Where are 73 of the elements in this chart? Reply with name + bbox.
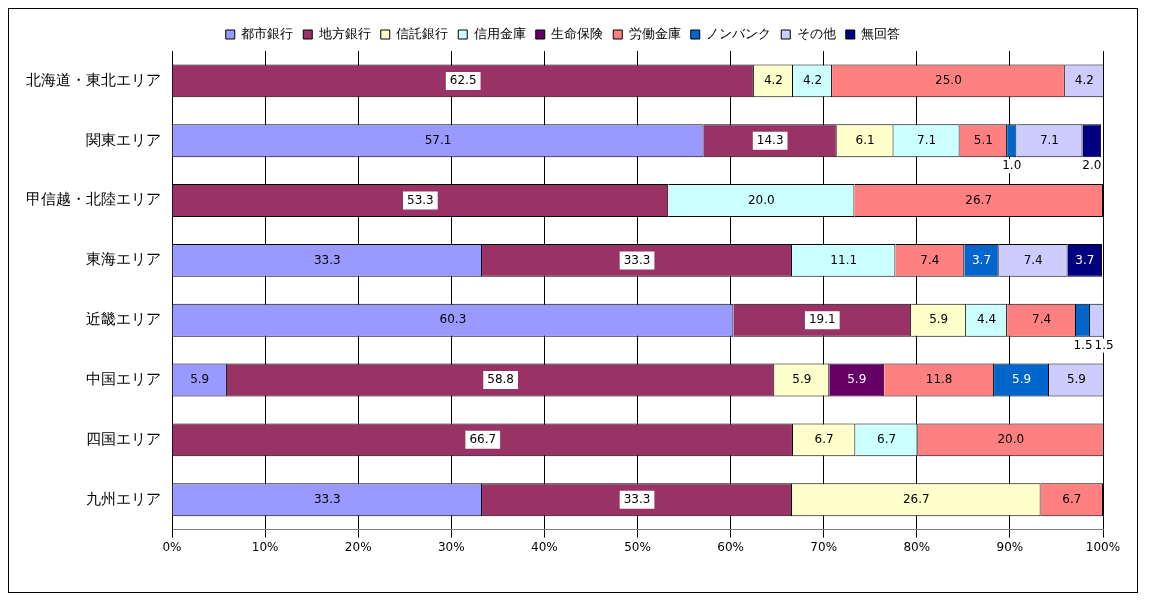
- x-tick-label: 50%: [624, 539, 651, 554]
- legend-label: 生命保険: [551, 25, 604, 41]
- data-label: 66.7: [469, 431, 497, 446]
- data-label: 5.9: [929, 312, 949, 327]
- data-label: 7.1: [917, 132, 937, 147]
- data-label: 33.3: [623, 252, 651, 267]
- x-tick-label: 40%: [531, 539, 558, 554]
- data-label: 1.5: [1094, 337, 1114, 352]
- data-label: 25.0: [935, 73, 962, 88]
- x-tick-label: 80%: [903, 539, 931, 554]
- y-tick-label: 中国エリア: [86, 369, 161, 388]
- y-tick-label: 東海エリア: [86, 250, 161, 269]
- y-tick-label: 近畿エリア: [86, 310, 161, 329]
- data-label: 7.4: [920, 252, 940, 267]
- data-label: 11.8: [925, 372, 953, 387]
- data-label: 1.5: [1073, 337, 1093, 352]
- x-tick-label: 20%: [344, 539, 372, 554]
- data-label: 5.9: [1011, 372, 1032, 387]
- data-label: 6.7: [877, 431, 897, 446]
- data-label: 62.5: [449, 73, 477, 88]
- data-label: 6.1: [855, 132, 875, 147]
- data-label: 1.0: [1002, 158, 1022, 173]
- data-label: 3.7: [1075, 252, 1095, 267]
- data-label: 20.0: [747, 192, 775, 207]
- y-tick-label: 四国エリア: [86, 429, 161, 448]
- data-label: 53.3: [407, 192, 434, 207]
- data-label: 57.1: [424, 132, 452, 147]
- y-tick-label: 北海道・東北エリア: [26, 70, 161, 89]
- data-label: 7.4: [1032, 312, 1052, 327]
- legend-label: 信託銀行: [396, 25, 449, 41]
- data-label: 4.2: [802, 73, 823, 88]
- data-label: 33.3: [313, 252, 341, 267]
- data-label: 11.1: [830, 252, 858, 267]
- legend-label: ノンバンク: [706, 25, 772, 41]
- data-label: 60.3: [439, 312, 467, 327]
- data-label: 5.1: [973, 132, 993, 147]
- x-tick-label: 10%: [251, 539, 279, 554]
- data-label: 6.7: [1062, 491, 1082, 506]
- legend-label: 地方銀行: [317, 25, 371, 41]
- data-label: 5.9: [1066, 372, 1087, 387]
- x-tick-label: 30%: [437, 539, 465, 554]
- data-label: 6.7: [814, 431, 834, 446]
- data-label: 4.2: [1074, 73, 1094, 88]
- x-tick-label: 0%: [162, 539, 182, 554]
- data-label: 5.9: [847, 372, 867, 387]
- data-label: 5.9: [792, 372, 812, 387]
- data-label: 33.3: [313, 491, 341, 506]
- y-tick-label: 甲信越・北陸エリア: [26, 190, 161, 209]
- data-label: 26.7: [902, 491, 930, 506]
- data-label: 3.7: [971, 252, 992, 267]
- data-label: 4.2: [763, 73, 783, 88]
- legend-label: その他: [796, 25, 836, 41]
- legend-label: 信用金庫: [473, 25, 526, 41]
- legend-label: 労働金庫: [628, 25, 681, 41]
- y-tick-label: 九州エリア: [86, 489, 161, 508]
- data-label: 7.4: [1023, 252, 1043, 267]
- legend-label: 無回答: [861, 25, 901, 41]
- data-label: 4.4: [977, 312, 997, 327]
- x-tick-label: 100%: [1085, 539, 1121, 554]
- legend-label: 都市銀行: [241, 25, 294, 41]
- x-tick-label: 70%: [810, 539, 838, 554]
- data-label: 58.8: [487, 372, 514, 387]
- data-label: 7.1: [1039, 132, 1060, 147]
- x-tick-label: 60%: [717, 539, 744, 554]
- x-tick-label: 90%: [996, 539, 1024, 554]
- data-label: 2.0: [1082, 158, 1102, 173]
- data-label: 5.9: [190, 372, 210, 387]
- data-label: 26.7: [965, 192, 993, 207]
- data-label: 14.3: [756, 132, 784, 147]
- data-label: 33.3: [623, 491, 651, 506]
- data-label: 19.1: [808, 312, 836, 327]
- data-label: 20.0: [997, 431, 1025, 446]
- y-tick-label: 関東エリア: [86, 130, 161, 149]
